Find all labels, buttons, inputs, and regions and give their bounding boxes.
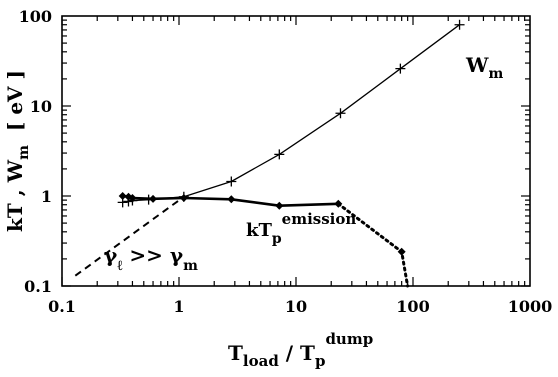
x-axis-label-a-sub: load [243, 352, 279, 370]
data-point [227, 195, 236, 204]
x-axis-label-slash: / T [279, 341, 315, 365]
series-line-3 [74, 195, 185, 277]
y-tick-label: 0.1 [24, 277, 52, 296]
data-point [128, 194, 137, 203]
data-point [397, 247, 406, 256]
data-point [179, 194, 188, 203]
x-tick-label: 1000 [508, 297, 553, 316]
x-tick-label: 100 [396, 297, 429, 316]
data-point [118, 192, 127, 200]
x-tick-label: 10 [285, 297, 307, 316]
x-axis-label-b-sub: p [315, 352, 326, 370]
y-axis-label-unit: [ eV ] [3, 70, 27, 131]
y-axis-label-sub: m [16, 145, 32, 160]
y-axis-label: kT , Wm [ eV ] [3, 70, 32, 232]
x-tick-label: 0.1 [48, 297, 76, 316]
data-point [149, 194, 158, 203]
series-line-0 [122, 24, 460, 204]
series-label-gamma: γℓ >> γm [104, 243, 198, 274]
y-tick-label: 100 [19, 7, 52, 26]
x-axis-label-a: T [228, 341, 243, 365]
data-point [274, 149, 285, 160]
x-axis-label-b-sup: dump [325, 330, 373, 348]
y-tick-label: 1 [41, 187, 52, 206]
data-point [275, 201, 284, 210]
y-tick-label: 10 [30, 97, 52, 116]
series-label-kTp: kTpemission [246, 210, 356, 247]
y-axis-label-main: kT , W [3, 159, 27, 232]
series-label-wm: Wm [465, 53, 503, 82]
x-tick-label: 1 [173, 297, 184, 316]
data-point [334, 199, 343, 208]
data-point [454, 19, 465, 30]
data-point [226, 176, 237, 187]
x-axis-label: Tload / Tp dump [228, 330, 373, 370]
data-point [335, 108, 346, 119]
data-point [395, 63, 406, 74]
